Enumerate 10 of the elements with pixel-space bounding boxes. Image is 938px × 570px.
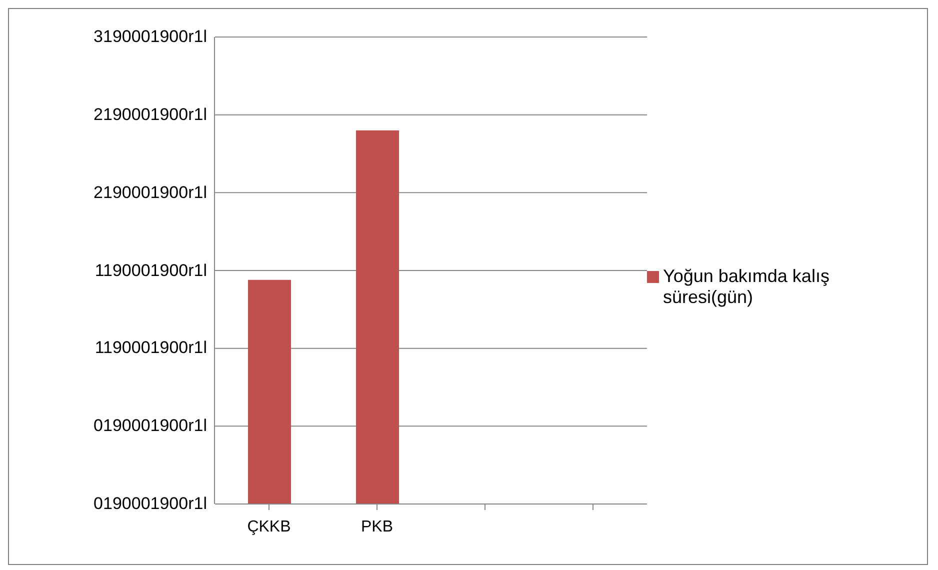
- x-tick-label: PKB: [360, 518, 394, 536]
- text: 2190001900r1l: [94, 182, 207, 204]
- text: 3190001900r1l: [94, 26, 207, 48]
- text: 1190001900r1l: [94, 337, 207, 360]
- text: 0190001900r1l: [94, 415, 207, 438]
- text: 0190001900r1l: [94, 493, 207, 515]
- text: 1190001900r1l: [94, 260, 207, 282]
- legend-label: Yoğun bakımda kalış süresi(gün): [663, 266, 830, 308]
- x-tick-label: ÇKKB: [247, 518, 291, 536]
- text: 2190001900r1l: [94, 104, 207, 126]
